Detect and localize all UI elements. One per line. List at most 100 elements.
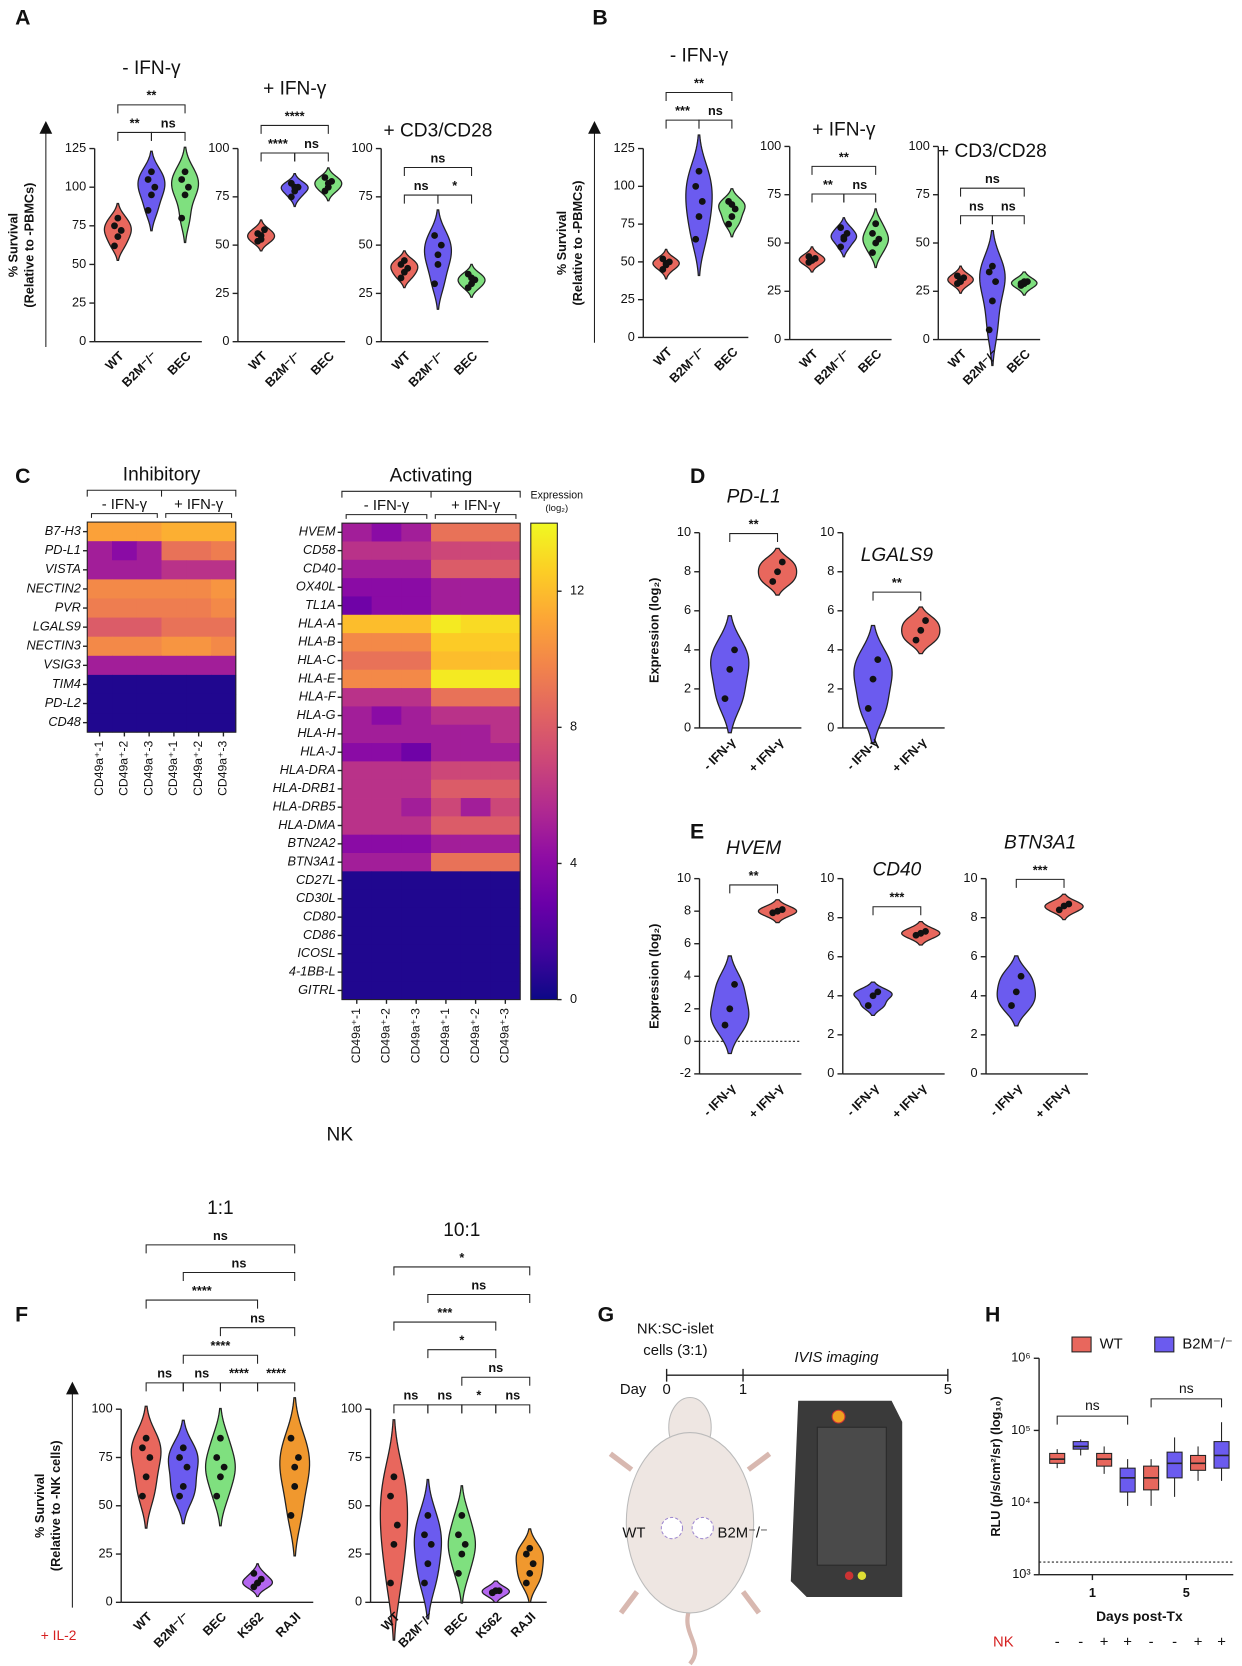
heatmap-cell — [460, 962, 491, 982]
heatmap-cell — [136, 636, 162, 657]
x-tick-label: WT — [102, 348, 127, 373]
heatmap-cell — [431, 907, 462, 927]
x-tick-label: B2M⁻/⁻ — [262, 348, 304, 390]
significance-bracket — [219, 1327, 296, 1337]
data-point — [139, 1444, 146, 1452]
x-tick-label: + IFN-γ — [745, 1080, 786, 1121]
heatmap-cell — [431, 798, 462, 817]
data-point — [178, 176, 186, 183]
data-point — [424, 1512, 432, 1519]
y-tick-label: 6 — [684, 935, 691, 950]
data-point — [151, 183, 159, 191]
column-group-label: - IFN-γ — [102, 497, 148, 513]
data-point — [731, 646, 738, 654]
data-point — [434, 261, 442, 268]
row-label: CD58 — [303, 542, 336, 557]
data-point — [217, 1473, 224, 1481]
heatmap-cell — [490, 743, 521, 762]
significance-bracket — [145, 1299, 259, 1309]
row-label: CD48 — [48, 714, 81, 729]
y-tick-label: 6 — [970, 948, 977, 963]
y-axis-label: Expression (log₂) — [646, 578, 661, 683]
panel-label: E — [690, 821, 704, 844]
heatmap-cell — [371, 669, 402, 689]
data-point — [526, 1544, 534, 1552]
data-point — [111, 242, 118, 250]
diagram-text: 0 — [662, 1382, 670, 1398]
data-point — [437, 241, 445, 249]
heatmap-cell — [87, 598, 113, 619]
heatmap-cell — [460, 651, 491, 671]
data-point — [698, 198, 706, 205]
row-label: LGALS9 — [33, 618, 81, 633]
panel-label: G — [598, 1303, 615, 1326]
arrow-head — [66, 1381, 79, 1395]
x-tick-label: 1 — [1089, 1585, 1096, 1600]
chart-title: + CD3/CD28 — [384, 120, 493, 141]
heatmap-cell — [112, 598, 138, 619]
heatmap-cell — [401, 962, 432, 982]
data-point — [431, 280, 438, 288]
graft-site — [691, 1516, 714, 1540]
y-tick-label: 0 — [827, 719, 834, 734]
chart-title: Inhibitory — [123, 464, 201, 485]
row-label: HLA-E — [298, 670, 336, 685]
violin — [379, 1419, 409, 1641]
significance-label: *** — [675, 103, 690, 118]
heatmap-cell — [341, 633, 373, 652]
data-point — [148, 191, 155, 199]
violin — [167, 1419, 199, 1525]
heatmap-cell — [371, 596, 402, 616]
significance-bracket — [811, 165, 877, 175]
x-tick-label: BEC — [451, 348, 481, 378]
y-tick-label: 0 — [628, 329, 635, 344]
data-point — [387, 1579, 394, 1587]
violin — [137, 150, 166, 232]
heatmap-cell — [371, 944, 402, 964]
heatmap-cell — [490, 706, 521, 726]
data-point — [183, 1463, 191, 1471]
y-tick-label: 50 — [348, 1497, 362, 1512]
heatmap-cell — [371, 761, 402, 781]
heatmap-cell — [490, 541, 521, 561]
y-tick-label: 50 — [359, 236, 373, 251]
y-tick-label: 10 — [820, 524, 834, 539]
legend-label: WT — [1100, 1336, 1123, 1352]
y-tick-label: 0 — [79, 333, 86, 348]
data-point — [176, 1454, 183, 1461]
data-point — [287, 193, 295, 201]
heatmap-cell — [460, 541, 491, 561]
heatmap-cell — [460, 779, 491, 799]
heatmap-cell — [211, 713, 237, 733]
x-tick-label: WT — [245, 348, 270, 373]
row-label: TIM4 — [52, 676, 81, 691]
heatmap-cell — [87, 617, 113, 638]
heatmap-cell — [371, 633, 402, 652]
group-tick — [90, 513, 158, 518]
y-tick-label: 125 — [65, 140, 86, 155]
x-tick-label: K562 — [472, 1609, 504, 1641]
y-tick-label: 10³ — [1012, 1566, 1030, 1581]
heatmap-cell — [401, 779, 432, 799]
y-tick-label: 4 — [684, 641, 691, 656]
data-point — [721, 1021, 729, 1029]
heatmap-cell — [490, 596, 521, 616]
significance-label: **** — [266, 1366, 286, 1381]
y-tick-label: 50 — [621, 253, 635, 268]
x-tick-label: - IFN-γ — [700, 1080, 739, 1119]
violin — [103, 202, 132, 262]
heatmap-cell — [401, 523, 432, 542]
nk-sign: + — [1217, 1635, 1226, 1651]
heatmap-cell — [401, 596, 432, 616]
panel-label: F — [15, 1303, 28, 1326]
significance-bracket — [811, 193, 845, 203]
colorbar-tick-label: 0 — [570, 991, 577, 1006]
y-tick-label: 0 — [970, 1065, 977, 1080]
heatmap-cell — [401, 981, 432, 1001]
significance-label: ** — [146, 88, 156, 103]
data-point — [287, 1434, 295, 1442]
heatmap-cell — [460, 633, 491, 652]
data-point — [875, 235, 883, 243]
group-bracket — [86, 489, 237, 497]
y-tick-label: 75 — [72, 217, 86, 232]
